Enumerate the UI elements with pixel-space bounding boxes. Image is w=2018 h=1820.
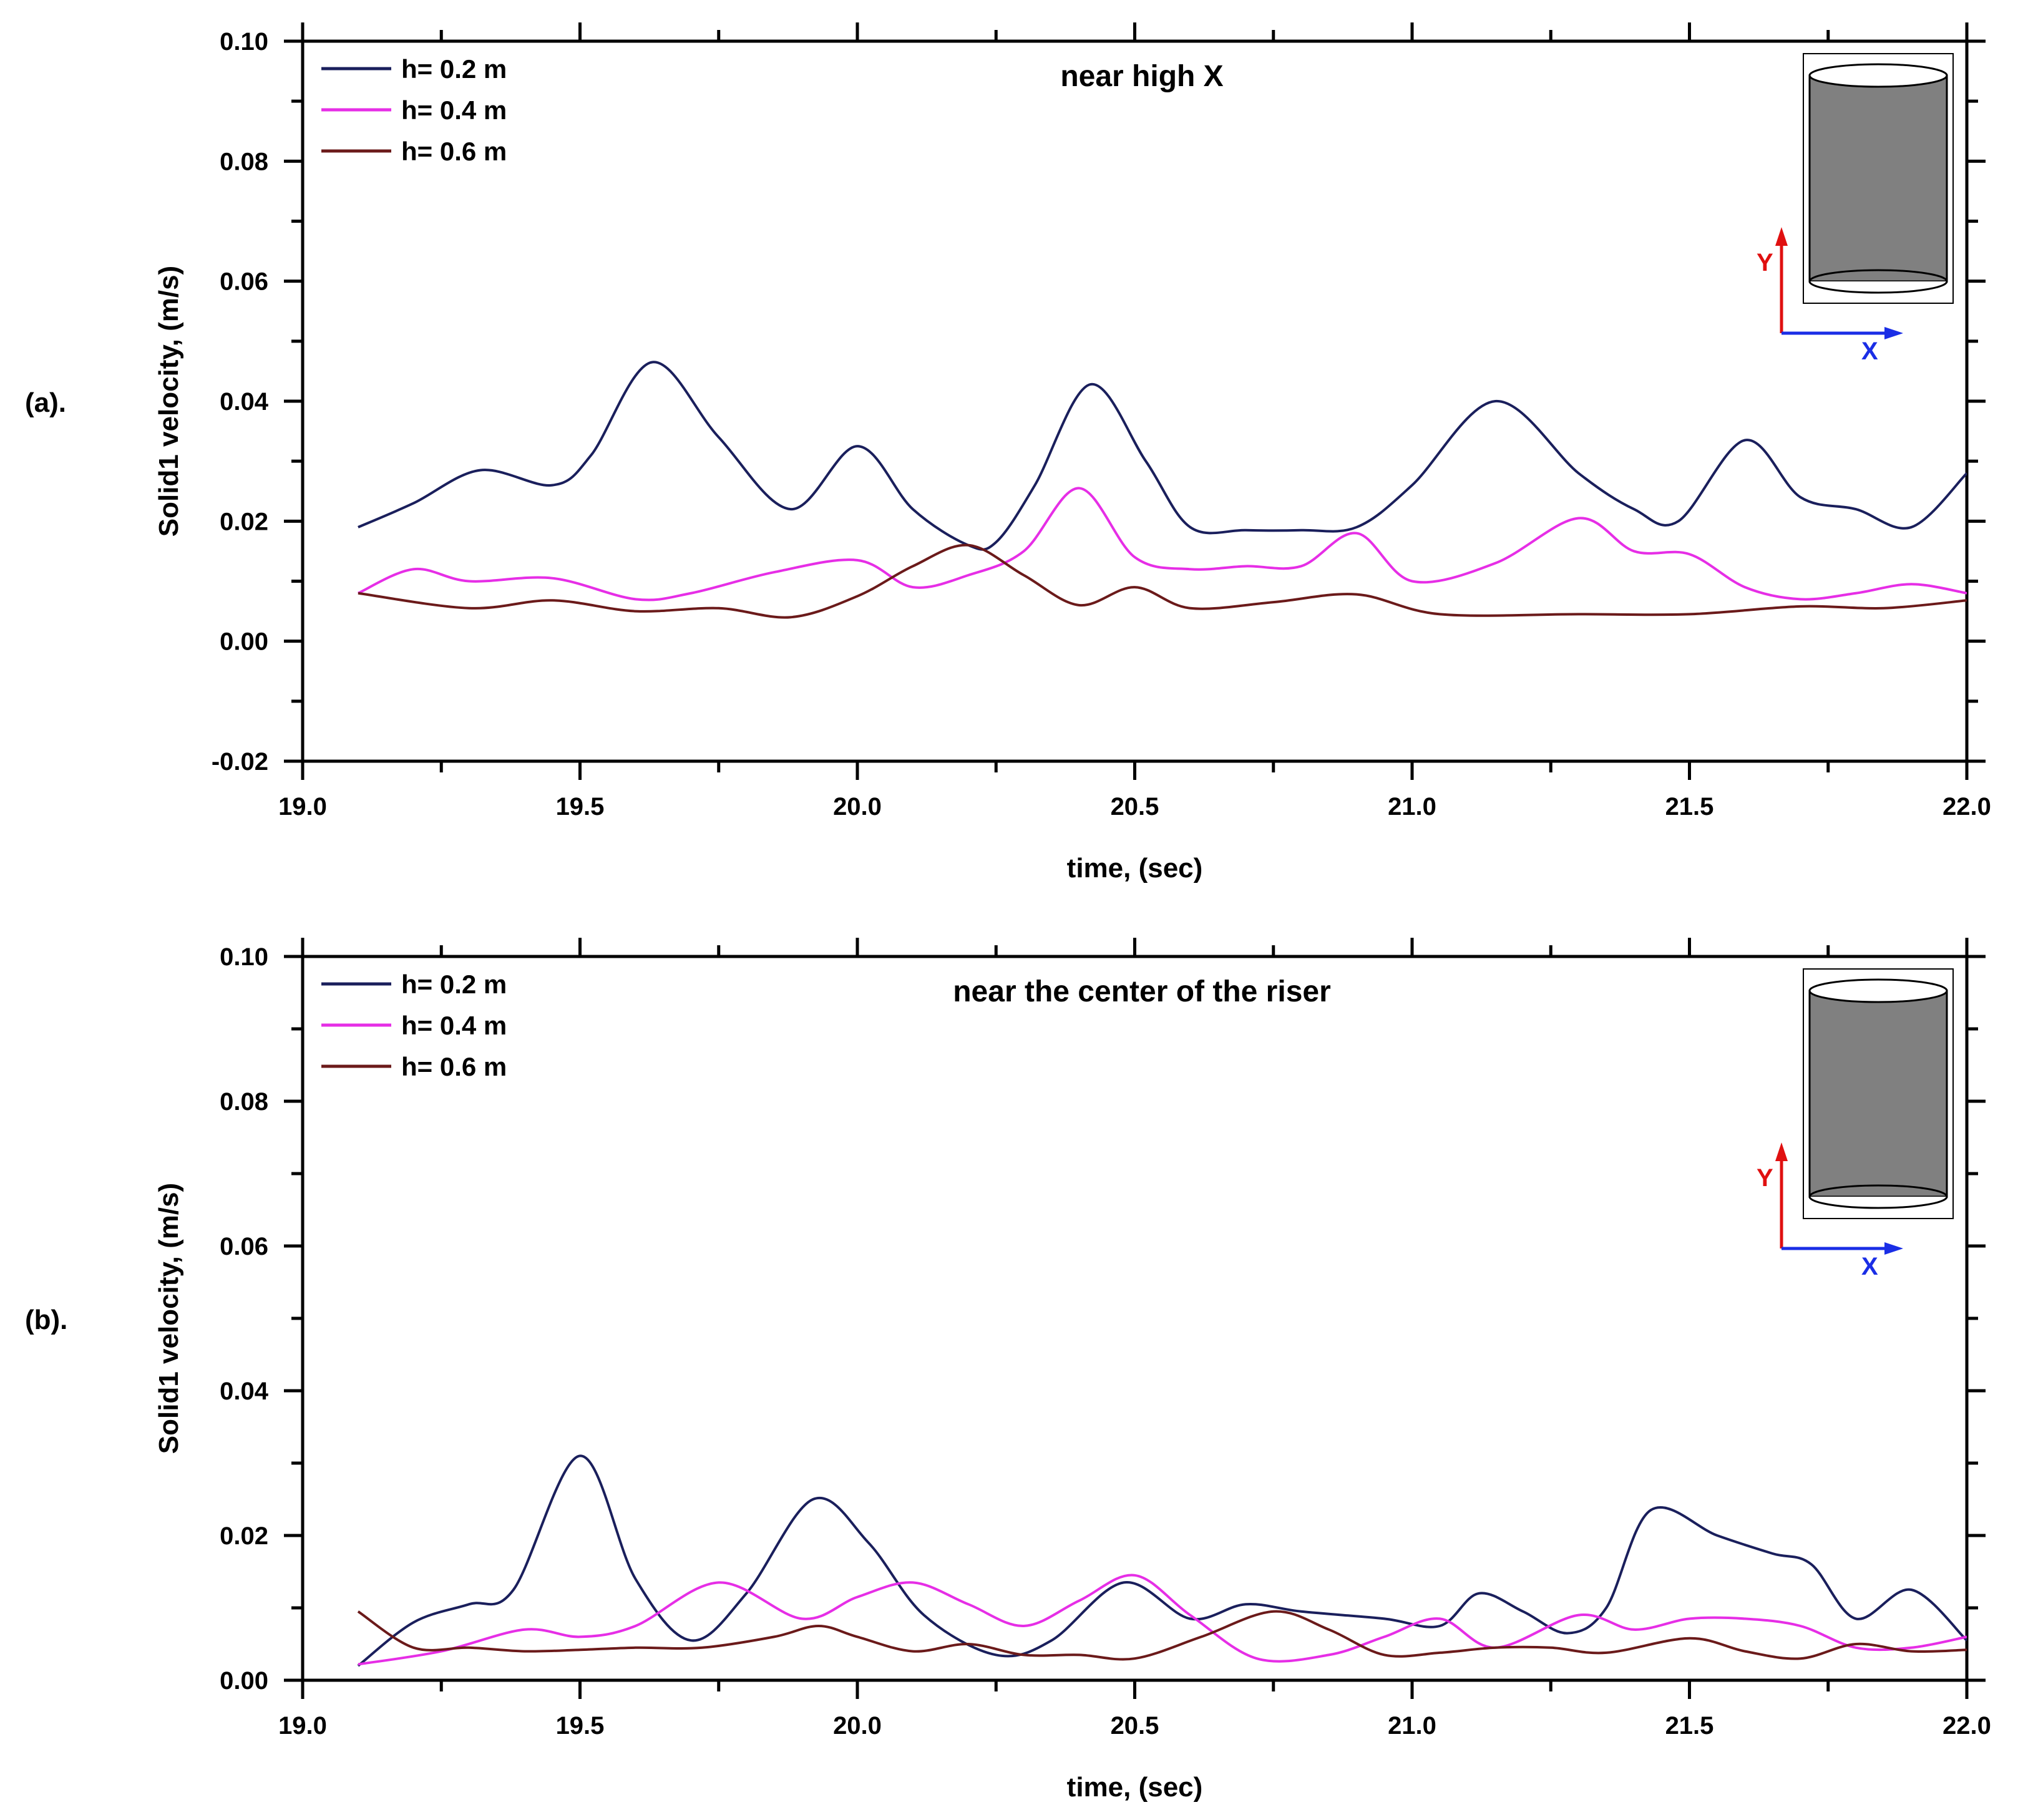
cylinder-top <box>1808 63 1948 88</box>
x-tick-label: 20.0 <box>833 793 882 820</box>
y-tick-label: 0.02 <box>220 1522 268 1550</box>
chart-title: near the center of the riser <box>953 975 1331 1008</box>
series-line-2 <box>358 1574 1967 1666</box>
x-tick-label: 19.0 <box>278 1712 327 1740</box>
series-line-3 <box>357 1610 1967 1661</box>
panel-b: 19.0 19.5 20.0 20.5 21.0 21.5 22.0 0.00 0.02 0.04… <box>25 938 1991 1803</box>
x-tick-label: 21.0 <box>1388 793 1436 820</box>
x-tick-label: 19.5 <box>556 793 605 820</box>
inset-y-arrowhead <box>1775 1142 1788 1161</box>
panel-a: 19.0 19.5 20.0 20.5 21.0 21.5 22.0 -0.02 0.00 0.0… <box>25 22 1991 883</box>
inset-y-label: Y <box>1757 249 1773 276</box>
y-tick-label: 0.00 <box>220 1667 268 1695</box>
legend-label: h= 0.2 m <box>401 970 507 999</box>
y-tick-label: 0.06 <box>220 268 268 296</box>
inset-y-arrowhead <box>1775 227 1788 246</box>
cylinder-bottom-rim <box>1808 1184 1948 1197</box>
cylinder-top <box>1808 978 1948 1003</box>
x-tick-label: 19.0 <box>278 793 327 820</box>
legend-label: h= 0.4 m <box>401 95 507 125</box>
series-line-2 <box>358 487 1967 601</box>
cylinder-bottom-rim <box>1808 269 1948 282</box>
inset-x-arrowhead <box>1884 1242 1903 1255</box>
series-line-1 <box>358 361 1967 551</box>
legend-label: h= 0.4 m <box>401 1011 507 1040</box>
cylinder-body <box>1808 990 1948 1198</box>
cylinder-body <box>1808 74 1948 283</box>
y-tick-label: 0.08 <box>220 1088 268 1116</box>
y-tick-label: 0.10 <box>220 943 268 971</box>
y-tick-label: 0.08 <box>220 148 268 175</box>
panel-label: (a). <box>25 387 66 418</box>
inset-x-label: X <box>1861 338 1878 365</box>
y-axis-title: Solid1 velocity, (m/s) <box>154 1183 184 1454</box>
y-tick-label: 0.02 <box>220 508 268 535</box>
inset-x-label: X <box>1861 1253 1878 1280</box>
panel-label: (b). <box>25 1305 67 1335</box>
y-tick-label: -0.02 <box>212 748 268 776</box>
legend-label: h= 0.2 m <box>401 54 507 84</box>
x-tick-label: 22.0 <box>1942 1712 1991 1740</box>
chart-title: near high X <box>1060 60 1223 93</box>
x-axis-title: time, (sec) <box>1067 853 1203 883</box>
x-tick-label: 20.0 <box>833 1712 882 1740</box>
y-tick-label: 0.00 <box>220 628 268 656</box>
y-tick-label: 0.10 <box>220 28 268 56</box>
y-tick-label: 0.04 <box>220 1378 269 1405</box>
cylinder-bottom <box>1808 1196 1948 1209</box>
series-line-1 <box>357 1454 1967 1667</box>
x-tick-label: 21.5 <box>1665 1712 1714 1740</box>
x-tick-label: 21.5 <box>1665 793 1714 820</box>
inset-y-label: Y <box>1757 1164 1773 1192</box>
y-axis-title: Solid1 velocity, (m/s) <box>154 266 184 537</box>
legend-label: h= 0.6 m <box>401 1052 507 1081</box>
x-axis-title: time, (sec) <box>1067 1772 1203 1803</box>
x-tick-label: 22.0 <box>1942 793 1991 820</box>
y-tick-label: 0.04 <box>220 388 269 416</box>
y-tick-label: 0.06 <box>220 1233 268 1260</box>
legend-label: h= 0.6 m <box>401 137 507 166</box>
inset-x-arrowhead <box>1884 327 1903 339</box>
x-tick-label: 20.5 <box>1111 1712 1159 1740</box>
series-line-3 <box>358 543 1967 619</box>
x-tick-label: 19.5 <box>556 1712 605 1740</box>
x-tick-label: 21.0 <box>1388 1712 1436 1740</box>
x-tick-label: 20.5 <box>1111 793 1159 820</box>
cylinder-bottom <box>1808 281 1948 294</box>
